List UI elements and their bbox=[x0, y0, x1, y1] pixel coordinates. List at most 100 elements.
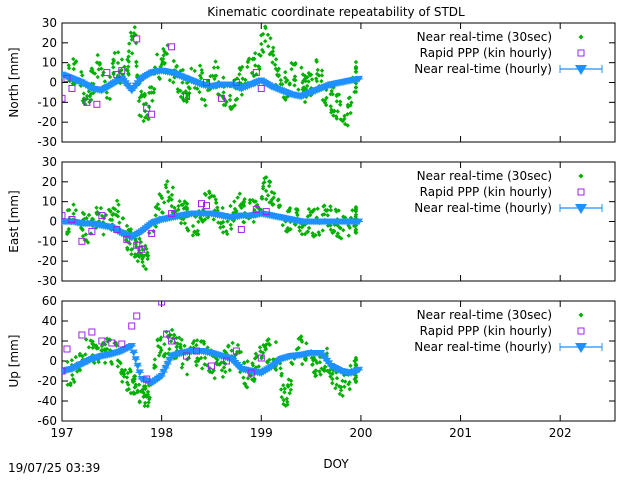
rapid-ppp-point bbox=[118, 340, 126, 348]
y-tick-label: -20 bbox=[37, 374, 57, 388]
legend-marker-square bbox=[577, 188, 585, 196]
y-tick-label: -20 bbox=[37, 254, 57, 268]
y-tick-label: -60 bbox=[37, 414, 57, 428]
nrt-30sec-point bbox=[194, 338, 200, 343]
nrt-30sec-point bbox=[232, 103, 237, 108]
nrt-30sec-point bbox=[280, 222, 285, 228]
rapid-ppp-point bbox=[207, 362, 215, 370]
nrt-30sec-point bbox=[77, 351, 83, 357]
nrt-30sec-point bbox=[110, 61, 115, 66]
nrt-30sec-point bbox=[197, 89, 202, 95]
nrt-30sec-point bbox=[68, 382, 73, 388]
nrt-30sec-point bbox=[167, 195, 172, 200]
y-tick-label: 40 bbox=[42, 314, 57, 328]
x-tick-label: 197 bbox=[51, 426, 74, 440]
nrt-30sec-point bbox=[272, 62, 278, 67]
rapid-ppp-point bbox=[257, 354, 265, 362]
nrt-30sec-point bbox=[337, 384, 342, 389]
nrt-30sec-point bbox=[125, 239, 130, 244]
nrt-30sec-point bbox=[88, 97, 94, 103]
rapid-ppp-point bbox=[202, 202, 210, 210]
nrt-30sec-point bbox=[260, 47, 265, 53]
nrt-30sec-point bbox=[353, 207, 359, 212]
y-axis-label: East [mm] bbox=[7, 190, 21, 252]
nrt-30sec-point bbox=[182, 221, 188, 226]
nrt-30sec-point bbox=[271, 53, 276, 58]
nrt-30sec-point bbox=[289, 60, 294, 66]
nrt-30sec-point bbox=[110, 212, 115, 217]
nrt-30sec-point bbox=[261, 342, 266, 348]
nrt-30sec-point bbox=[184, 201, 190, 206]
nrt-30sec-point bbox=[161, 53, 166, 58]
nrt-30sec-point bbox=[199, 67, 204, 73]
nrt-30sec-point bbox=[308, 86, 314, 91]
nrt-30sec-point bbox=[209, 193, 215, 199]
nrt-30sec-point bbox=[71, 56, 76, 62]
nrt-30sec-point bbox=[266, 341, 272, 347]
nrt-30sec-point bbox=[286, 228, 291, 233]
nrt-30sec-point bbox=[220, 219, 226, 225]
nrt-30sec-point bbox=[235, 195, 240, 200]
nrt-30sec-point bbox=[278, 78, 284, 83]
nrt-30sec-point bbox=[221, 102, 227, 108]
nrt-30sec-point bbox=[159, 195, 165, 201]
rapid-ppp-point bbox=[257, 84, 265, 92]
nrt-30sec-point bbox=[265, 193, 271, 198]
rapid-ppp-point bbox=[197, 200, 205, 208]
nrt-30sec-point bbox=[205, 345, 210, 350]
legend-marker-triangle bbox=[575, 343, 587, 353]
nrt-30sec-point bbox=[314, 59, 319, 64]
rapid-ppp-point bbox=[68, 84, 76, 92]
y-tick-label: 0 bbox=[49, 354, 57, 368]
nrt-30sec-point bbox=[341, 214, 346, 219]
nrt-30sec-point bbox=[229, 348, 234, 353]
nrt-30sec-point bbox=[255, 202, 260, 208]
nrt-30sec-point bbox=[338, 388, 344, 393]
nrt-30sec-point bbox=[296, 87, 301, 92]
rapid-ppp-point bbox=[62, 367, 66, 375]
nrt-30sec-point bbox=[289, 66, 294, 72]
rapid-ppp-point bbox=[98, 212, 106, 220]
nrt-30sec-point bbox=[198, 217, 204, 222]
nrt-30sec-point bbox=[353, 66, 359, 71]
nrt-30sec-point bbox=[334, 116, 339, 121]
nrt-30sec-point bbox=[287, 209, 292, 214]
nrt-30sec-point bbox=[293, 222, 298, 227]
nrt-30sec-point bbox=[65, 382, 70, 388]
timestamp-label: 19/07/25 03:39 bbox=[8, 461, 100, 475]
y-tick-label: 10 bbox=[42, 195, 57, 209]
nrt-30sec-point bbox=[263, 188, 269, 194]
nrt-30sec-point bbox=[306, 225, 312, 231]
y-tick-label: -30 bbox=[37, 135, 57, 149]
rapid-ppp-point bbox=[88, 328, 96, 336]
nrt-30sec-point bbox=[339, 236, 344, 241]
nrt-30sec-point bbox=[227, 93, 233, 98]
nrt-30sec-point bbox=[262, 179, 267, 185]
rapid-ppp-point bbox=[128, 322, 136, 330]
nrt-30sec-point bbox=[292, 74, 298, 79]
nrt-30sec-point bbox=[137, 236, 142, 241]
rapid-ppp-point bbox=[222, 357, 230, 365]
nrt-30sec-point bbox=[222, 348, 227, 354]
nrt-30sec-point bbox=[126, 59, 131, 64]
nrt-30sec-point bbox=[246, 58, 251, 63]
nrt-30sec-point bbox=[195, 228, 200, 234]
nrt-30sec-point bbox=[346, 382, 351, 387]
nrt-30sec-point bbox=[190, 223, 196, 229]
nrt-30sec-point bbox=[97, 60, 102, 66]
nrt-30sec-point bbox=[140, 247, 146, 252]
nrt-30sec-point bbox=[258, 349, 263, 354]
nrt-30sec-point bbox=[170, 210, 175, 215]
nrt-30sec-point bbox=[353, 379, 359, 384]
nrt-30sec-point bbox=[73, 59, 79, 64]
nrt-30sec-point bbox=[90, 345, 95, 350]
nrt-30sec-point bbox=[165, 189, 171, 195]
nrt-30sec-point bbox=[287, 390, 292, 396]
rapid-ppp-point bbox=[252, 206, 260, 214]
nrt-30sec-point bbox=[220, 205, 225, 211]
nrt-30sec-point bbox=[244, 385, 250, 390]
nrt-30sec-point bbox=[330, 380, 335, 386]
nrt-30sec-point bbox=[175, 89, 181, 95]
rapid-ppp-point bbox=[252, 69, 260, 77]
nrt-30sec-point bbox=[299, 65, 304, 70]
